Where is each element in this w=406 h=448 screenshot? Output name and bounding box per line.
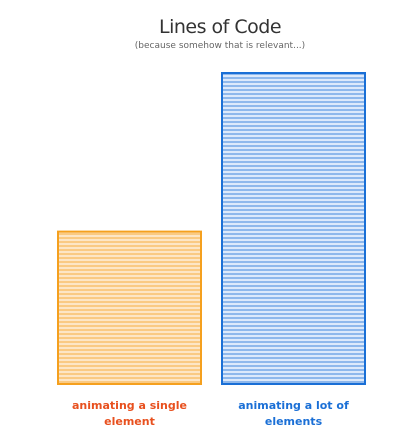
chart-title: Lines of Code bbox=[158, 16, 282, 38]
category-label: animating a single element bbox=[72, 399, 187, 428]
category-label: animating a lot of elements bbox=[238, 399, 349, 428]
chart-subtitle: (because somehow that is relevant...) bbox=[134, 41, 306, 51]
bar bbox=[57, 230, 202, 385]
bar bbox=[221, 72, 366, 385]
